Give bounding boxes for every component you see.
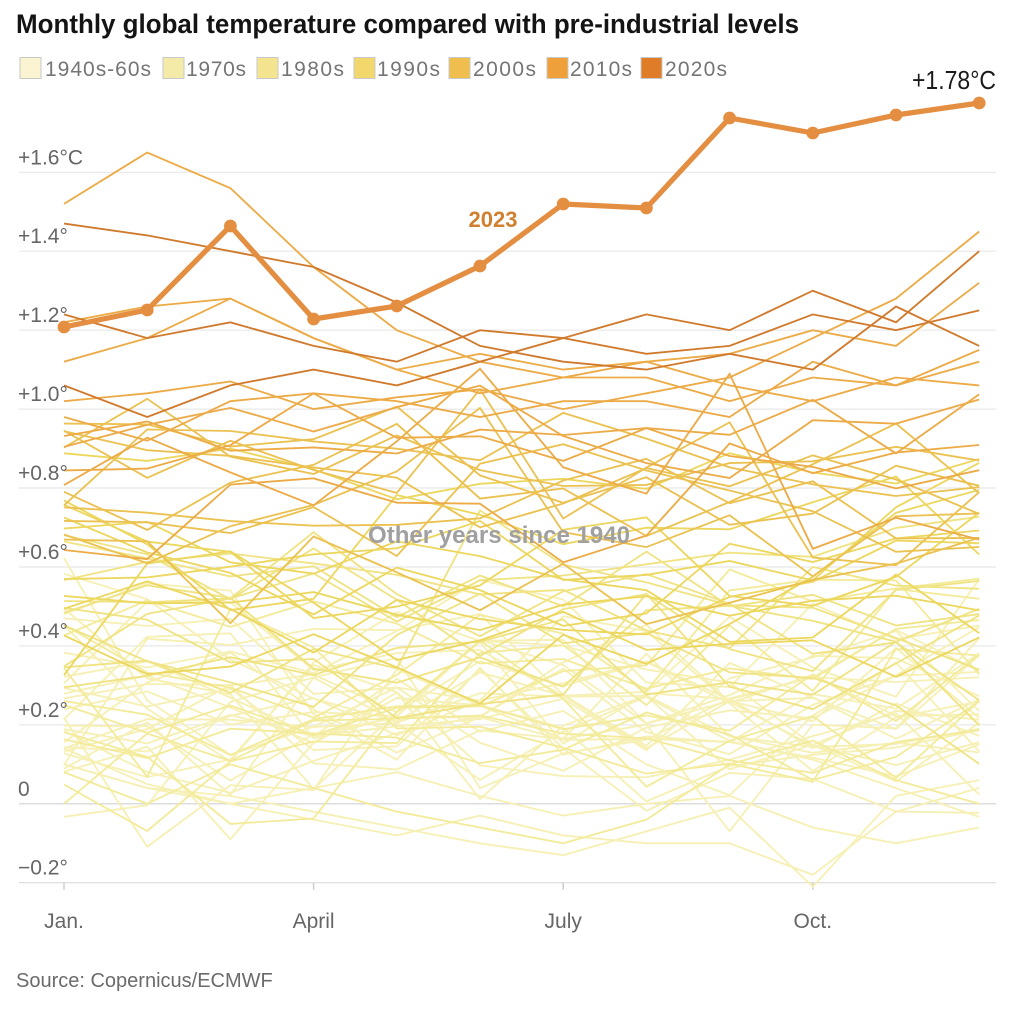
svg-text:2010s: 2010s (570, 58, 632, 81)
svg-text:+1.0°: +1.0° (18, 383, 68, 406)
svg-text:+0.2°: +0.2° (18, 699, 68, 722)
svg-text:+0.6°: +0.6° (18, 541, 68, 564)
svg-text:−0.2°: −0.2° (18, 857, 68, 880)
svg-text:+1.6°C: +1.6°C (18, 146, 83, 169)
svg-text:Monthly global temperature com: Monthly global temperature compared with… (16, 9, 799, 39)
svg-text:1940s-60s: 1940s-60s (45, 58, 151, 81)
svg-text:+0.4°: +0.4° (18, 620, 68, 643)
svg-text:Jan.: Jan. (44, 910, 84, 933)
svg-text:+1.78°C: +1.78°C (912, 65, 996, 95)
svg-text:2000s: 2000s (473, 58, 536, 81)
svg-text:+1.4°: +1.4° (18, 225, 68, 248)
svg-text:1970s: 1970s (186, 58, 246, 81)
svg-text:+0.8°: +0.8° (18, 462, 68, 485)
svg-text:July: July (545, 910, 583, 933)
svg-text:Source: Copernicus/ECMWF: Source: Copernicus/ECMWF (16, 970, 273, 992)
svg-text:2023: 2023 (469, 207, 518, 232)
svg-text:0: 0 (18, 778, 30, 801)
svg-text:Oct.: Oct. (794, 910, 833, 933)
svg-text:1990s: 1990s (377, 58, 440, 81)
svg-text:Other years since 1940: Other years since 1940 (368, 522, 630, 549)
svg-text:1980s: 1980s (281, 58, 344, 81)
svg-text:April: April (293, 910, 335, 933)
svg-text:+1.2°: +1.2° (18, 304, 68, 327)
svg-text:2020s: 2020s (665, 58, 727, 81)
